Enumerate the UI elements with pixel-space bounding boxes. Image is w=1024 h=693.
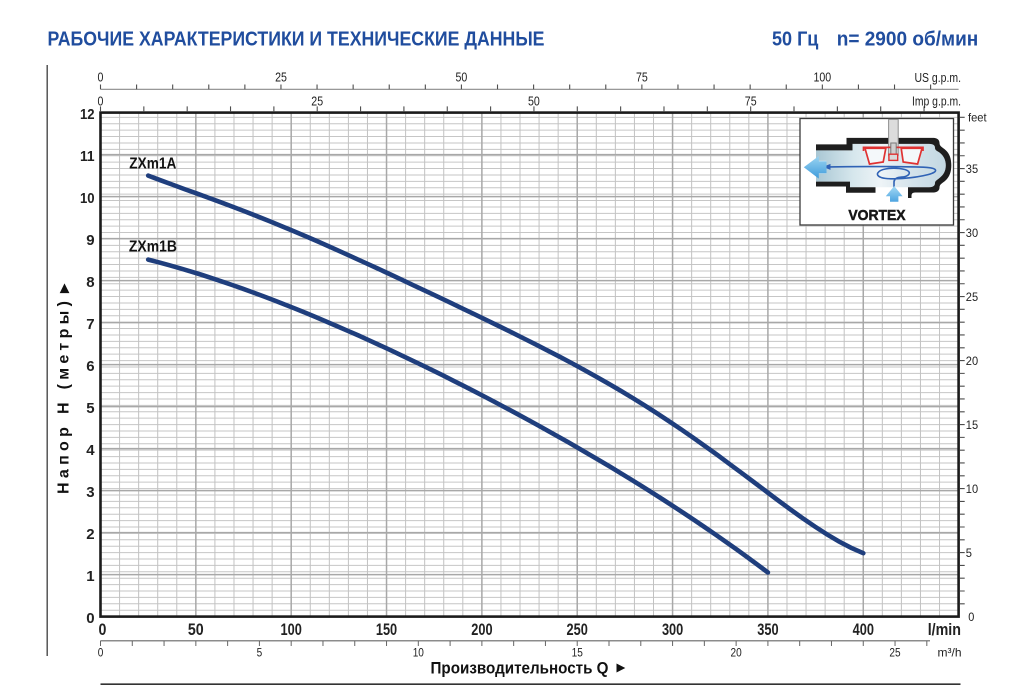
svg-text:11: 11 [80, 148, 95, 165]
svg-text:3: 3 [86, 484, 94, 501]
svg-text:100: 100 [281, 621, 302, 639]
svg-text:10: 10 [413, 645, 424, 659]
svg-text:0: 0 [86, 610, 94, 627]
svg-text:15: 15 [572, 645, 583, 659]
svg-text:Производительность Q: Производительность Q [431, 659, 609, 678]
svg-text:75: 75 [745, 94, 757, 108]
svg-text:feet: feet [968, 110, 987, 124]
svg-text:m³/h: m³/h [938, 645, 962, 659]
svg-text:8: 8 [86, 274, 94, 291]
svg-text:5: 5 [966, 546, 972, 560]
svg-text:30: 30 [966, 226, 979, 240]
svg-text:50: 50 [528, 94, 540, 108]
svg-text:150: 150 [376, 621, 397, 639]
svg-text:250: 250 [567, 621, 588, 639]
svg-text:25: 25 [275, 71, 287, 85]
svg-text:75: 75 [636, 71, 648, 85]
svg-text:ZXm1B: ZXm1B [129, 239, 177, 256]
svg-text:1: 1 [86, 568, 94, 585]
svg-text:300: 300 [662, 621, 683, 639]
svg-text:200: 200 [471, 621, 492, 639]
svg-text:n= 2900 об/мин: n= 2900 об/мин [837, 29, 979, 51]
svg-text:20: 20 [731, 645, 742, 659]
svg-text:l/min: l/min [928, 621, 961, 639]
svg-text:50 Гц: 50 Гц [772, 29, 819, 51]
svg-text:0: 0 [98, 94, 104, 108]
svg-text:50: 50 [456, 71, 468, 85]
svg-text:0: 0 [968, 610, 974, 624]
svg-text:5: 5 [257, 645, 263, 659]
svg-text:15: 15 [966, 418, 979, 432]
svg-text:35: 35 [966, 162, 979, 176]
svg-text:25: 25 [889, 645, 900, 659]
svg-text:4: 4 [86, 442, 95, 459]
svg-text:ZXm1A: ZXm1A [129, 155, 176, 172]
svg-text:Imp g.p.m.: Imp g.p.m. [912, 93, 961, 108]
svg-text:12: 12 [80, 106, 95, 123]
svg-text:Напор H (метры): Напор H (метры) [56, 301, 73, 494]
svg-text:VORTEX: VORTEX [848, 207, 905, 224]
svg-text:0: 0 [99, 621, 107, 639]
svg-text:25: 25 [966, 290, 979, 304]
svg-text:0: 0 [98, 645, 104, 659]
svg-text:6: 6 [86, 358, 94, 375]
svg-text:350: 350 [757, 621, 778, 639]
svg-text:100: 100 [813, 71, 831, 85]
svg-text:РАБОЧИЕ ХАРАКТЕРИСТИКИ И ТЕХНИ: РАБОЧИЕ ХАРАКТЕРИСТИКИ И ТЕХНИЧЕСКИЕ ДАН… [48, 29, 545, 51]
svg-text:2: 2 [86, 526, 94, 543]
svg-text:9: 9 [86, 232, 94, 249]
svg-text:10: 10 [80, 190, 95, 207]
svg-text:10: 10 [966, 482, 979, 496]
svg-text:20: 20 [966, 354, 979, 368]
svg-text:5: 5 [86, 400, 94, 417]
svg-text:0: 0 [98, 71, 104, 85]
svg-text:7: 7 [86, 316, 94, 333]
svg-text:400: 400 [853, 621, 874, 639]
svg-text:US g.p.m.: US g.p.m. [915, 70, 962, 85]
svg-text:25: 25 [311, 94, 323, 108]
svg-text:50: 50 [188, 621, 204, 639]
